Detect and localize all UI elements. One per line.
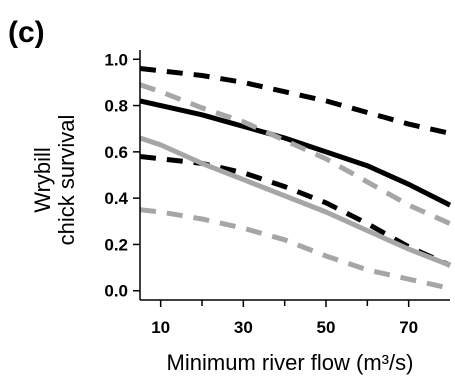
y-tick-label-0: 0.0: [104, 282, 128, 301]
series-line-0: [139, 98, 452, 208]
axes-layer: [133, 50, 450, 307]
series-line-3: [139, 135, 451, 268]
tick-labels-layer: 0.0 0.2 0.4 0.6 0.8 1.0 10 30 50 70: [104, 50, 418, 337]
x-tick-label-0: 10: [151, 318, 170, 337]
y-axis-label-line2: chick survival: [54, 115, 79, 246]
y-axis-label-line1: Wrybill: [30, 147, 55, 213]
x-tick-label-2: 50: [317, 318, 336, 337]
panel-label: (c): [8, 16, 45, 49]
x-tick-label-3: 70: [399, 318, 418, 337]
y-tick-label-2: 0.4: [104, 189, 128, 208]
y-tick-label-3: 0.6: [104, 143, 128, 162]
y-tick-label-4: 0.8: [104, 97, 128, 116]
x-tick-label-1: 30: [234, 318, 253, 337]
y-tick-label-1: 0.2: [104, 235, 128, 254]
series-line-4: [139, 82, 452, 226]
series-line-2: [139, 154, 452, 268]
series-layer: [139, 66, 452, 291]
x-axis-label: Minimum river flow (m³/s): [167, 350, 414, 375]
series-line-1: [139, 66, 451, 136]
y-tick-label-5: 1.0: [104, 50, 128, 69]
series-line-5: [139, 207, 451, 291]
